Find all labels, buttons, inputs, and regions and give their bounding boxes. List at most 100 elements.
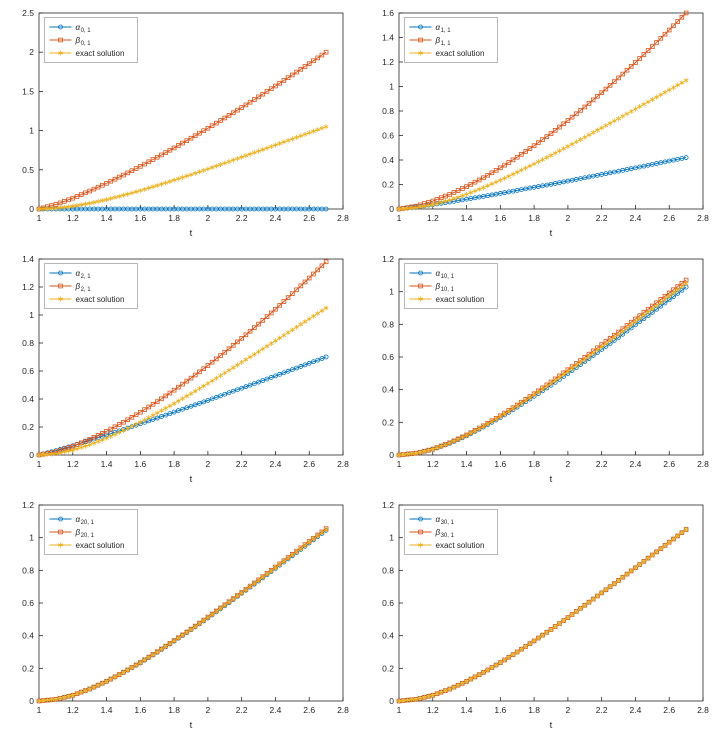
asterisk-marker-icon: [154, 182, 160, 188]
square-marker-icon: [323, 259, 329, 265]
asterisk-marker-icon: [595, 127, 600, 133]
circle-marker-icon: [218, 393, 223, 399]
asterisk-marker-icon: [87, 686, 93, 692]
circle-marker-icon: [294, 365, 299, 371]
square-marker-icon: [683, 10, 689, 16]
asterisk-marker-icon: [91, 440, 97, 446]
circle-marker-icon: [154, 415, 160, 421]
y-tick-label: 0.4: [22, 394, 34, 404]
square-marker-icon: [159, 152, 164, 158]
circle-marker-icon: [683, 155, 689, 160]
asterisk-marker-icon: [569, 365, 575, 371]
asterisk-marker-icon: [53, 696, 59, 702]
asterisk-marker-icon: [163, 180, 169, 186]
asterisk-marker-icon: [260, 346, 266, 352]
square-marker-icon: [582, 104, 588, 110]
x-tick-label: 1.4: [101, 459, 113, 469]
square-marker-icon: [176, 384, 181, 390]
x-tick-label: 1.2: [67, 705, 79, 715]
legend-square-marker-icon: [58, 283, 63, 289]
circle-marker-icon: [209, 396, 215, 402]
x-tick-label: 1.2: [427, 213, 439, 223]
asterisk-marker-icon: [70, 692, 76, 698]
square-marker-icon: [489, 170, 495, 176]
asterisk-marker-icon: [641, 558, 647, 564]
square-marker-icon: [184, 378, 190, 384]
asterisk-marker-icon: [277, 140, 283, 146]
asterisk-marker-icon: [552, 150, 558, 156]
square-marker-icon: [133, 166, 139, 171]
square-marker-icon: [78, 192, 84, 197]
asterisk-marker-icon: [578, 137, 583, 143]
asterisk-marker-icon: [125, 667, 131, 673]
asterisk-marker-icon: [251, 150, 257, 156]
square-marker-icon: [104, 180, 109, 186]
square-marker-icon: [256, 321, 261, 327]
circle-marker-icon: [264, 376, 270, 382]
asterisk-marker-icon: [323, 527, 329, 532]
asterisk-marker-icon: [649, 306, 655, 312]
asterisk-marker-icon: [510, 171, 516, 177]
y-tick-label: 0.8: [22, 338, 34, 348]
asterisk-marker-icon: [74, 203, 80, 209]
square-marker-icon: [87, 437, 92, 442]
square-marker-icon: [590, 97, 596, 103]
square-marker-icon: [323, 49, 329, 55]
asterisk-marker-icon: [36, 206, 42, 212]
circle-marker-icon: [273, 373, 278, 379]
circle-marker-icon: [235, 387, 240, 393]
square-marker-icon: [188, 135, 194, 141]
square-marker-icon: [197, 130, 202, 136]
asterisk-marker-icon: [637, 562, 643, 568]
x-tick-label: 1.8: [168, 705, 180, 715]
x-tick-label: 2.6: [663, 459, 675, 469]
asterisk-marker-icon: [298, 321, 304, 327]
asterisk-marker-icon: [95, 438, 101, 444]
series-line-beta_1_1: [398, 12, 687, 210]
square-marker-icon: [671, 23, 676, 29]
asterisk-marker-icon: [311, 313, 316, 319]
asterisk-marker-icon: [481, 423, 486, 429]
asterisk-marker-icon: [116, 193, 122, 199]
asterisk-marker-icon: [565, 143, 571, 149]
asterisk-marker-icon: [611, 581, 617, 587]
asterisk-marker-icon: [400, 206, 406, 212]
asterisk-marker-icon: [489, 665, 495, 671]
x-tick-label: 2.2: [596, 459, 608, 469]
square-marker-icon: [298, 66, 304, 72]
y-tick-label: 0: [29, 204, 34, 214]
square-marker-icon: [218, 353, 223, 358]
asterisk-marker-icon: [443, 442, 448, 448]
square-marker-icon: [302, 279, 308, 285]
square-marker-icon: [620, 71, 626, 77]
asterisk-marker-icon: [658, 92, 664, 98]
y-tick-label: 0.4: [382, 631, 394, 641]
asterisk-marker-icon: [506, 654, 512, 660]
square-marker-icon: [679, 14, 685, 20]
asterisk-marker-icon: [222, 160, 228, 166]
asterisk-marker-icon: [36, 452, 42, 458]
asterisk-marker-icon: [603, 123, 609, 129]
asterisk-marker-icon: [70, 203, 76, 209]
asterisk-marker-icon: [421, 203, 427, 209]
asterisk-marker-icon: [586, 132, 592, 138]
asterisk-marker-icon: [557, 374, 562, 380]
asterisk-marker-icon: [540, 632, 545, 638]
circle-marker-icon: [311, 359, 316, 365]
square-marker-icon: [192, 133, 198, 139]
y-tick-label: 1: [29, 310, 34, 320]
asterisk-marker-icon: [641, 101, 647, 107]
asterisk-marker-icon: [226, 599, 232, 605]
square-marker-icon: [142, 407, 147, 412]
square-marker-icon: [252, 325, 257, 330]
square-marker-icon: [319, 52, 325, 58]
asterisk-marker-icon: [595, 347, 600, 353]
square-marker-icon: [180, 381, 185, 387]
square-marker-icon: [540, 137, 545, 142]
x-tick-label: 2.2: [236, 459, 248, 469]
square-marker-icon: [662, 31, 668, 37]
square-marker-icon: [83, 190, 88, 196]
circle-marker-icon: [268, 375, 274, 380]
y-tick-label: 0.2: [382, 180, 394, 190]
x-tick-label: 1: [397, 459, 402, 469]
